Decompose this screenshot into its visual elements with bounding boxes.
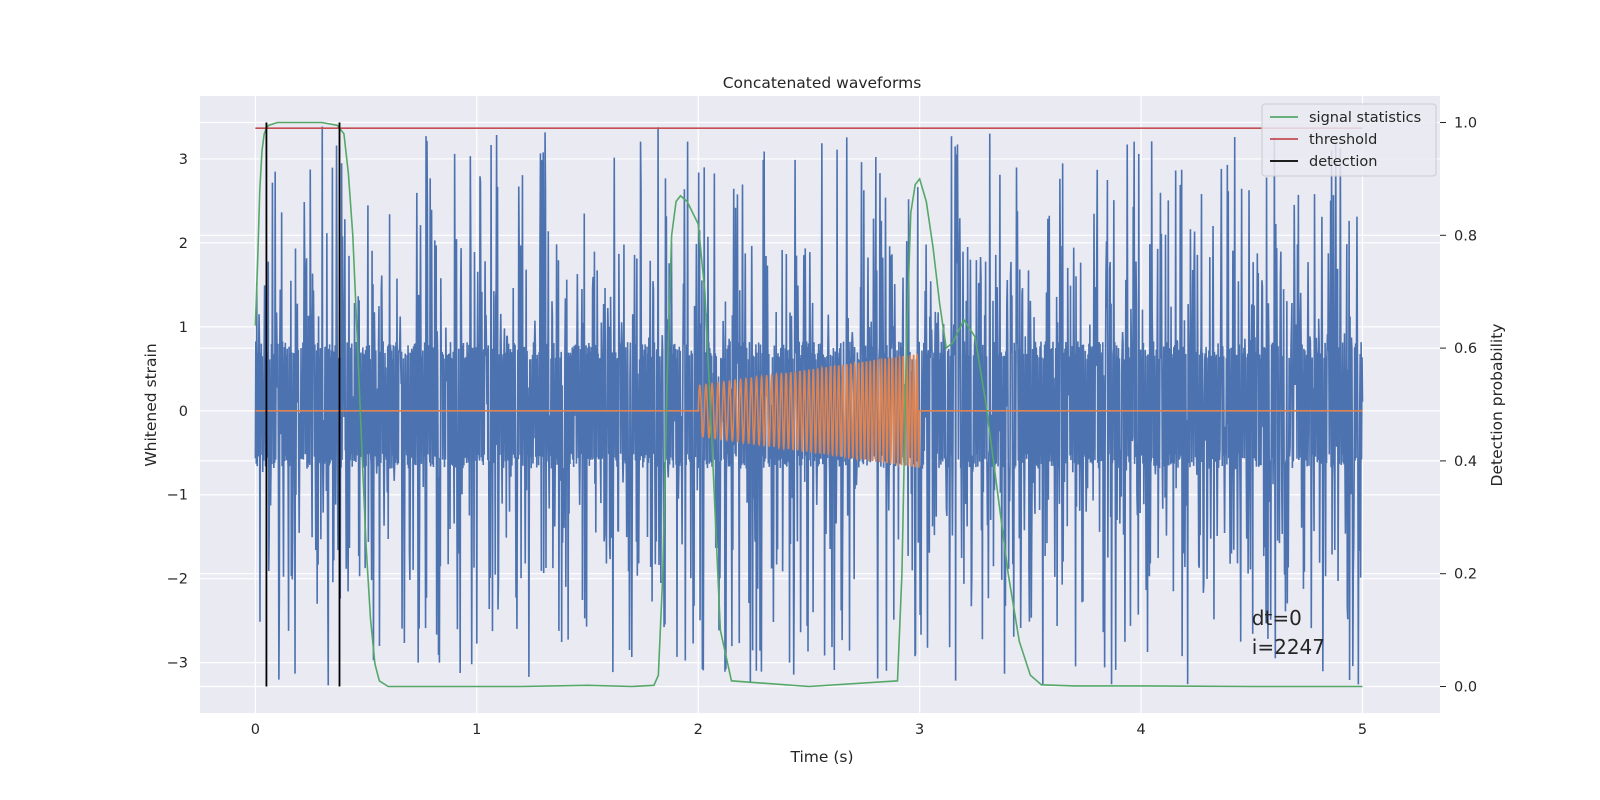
x-tick-label: 0 — [251, 722, 260, 738]
strain-series-line — [254, 126, 1364, 686]
annotations: dt=0 i=2247 — [1252, 606, 1325, 659]
y-tick-label: 3 — [179, 152, 188, 168]
y2-axis-label: Detection probability — [1488, 324, 1506, 487]
x-tick-label: 1 — [472, 722, 481, 738]
y-tick-label: 2 — [179, 236, 188, 252]
y2-tick-label: 0.2 — [1454, 567, 1477, 583]
y-tick-label: 1 — [179, 320, 188, 336]
legend-label-threshold: threshold — [1309, 132, 1377, 148]
annotation-text: i=2247 — [1252, 635, 1325, 659]
x-tick-label: 4 — [1136, 722, 1145, 738]
y-tick-labels: −3 −2 −1 0 1 2 3 — [167, 152, 188, 672]
annotation-text: dt=0 — [1252, 606, 1302, 630]
y2-tick-labels: 0.0 0.2 0.4 0.6 0.8 1.0 — [1440, 116, 1477, 695]
x-tick-label: 5 — [1358, 722, 1367, 738]
legend-label-detection: detection — [1309, 154, 1377, 170]
x-axis-label: Time (s) — [789, 748, 853, 766]
y-axis-label: Whitened strain — [142, 343, 160, 466]
y-tick-label: 0 — [179, 404, 188, 420]
x-tick-labels: 0 1 2 3 4 5 — [251, 722, 1367, 738]
y2-tick-label: 0.0 — [1454, 679, 1477, 695]
y2-tick-label: 1.0 — [1454, 116, 1477, 132]
injection-series-line — [255, 353, 1363, 468]
y2-tick-label: 0.8 — [1454, 228, 1477, 244]
y-tick-label: −3 — [167, 656, 188, 672]
legend: signal statistics threshold detection — [1261, 103, 1437, 177]
y-tick-label: −2 — [167, 572, 188, 588]
legend-box — [1261, 103, 1437, 177]
detection-lines — [265, 122, 341, 687]
legend-label-signal-statistics: signal statistics — [1309, 110, 1421, 126]
chart-title: Concatenated waveforms — [723, 74, 922, 92]
y-tick-label: −1 — [167, 488, 188, 504]
y2-tick-label: 0.4 — [1454, 454, 1477, 470]
x-tick-label: 3 — [915, 722, 924, 738]
y2-tick-label: 0.6 — [1454, 341, 1477, 357]
x-tick-label: 2 — [694, 722, 703, 738]
